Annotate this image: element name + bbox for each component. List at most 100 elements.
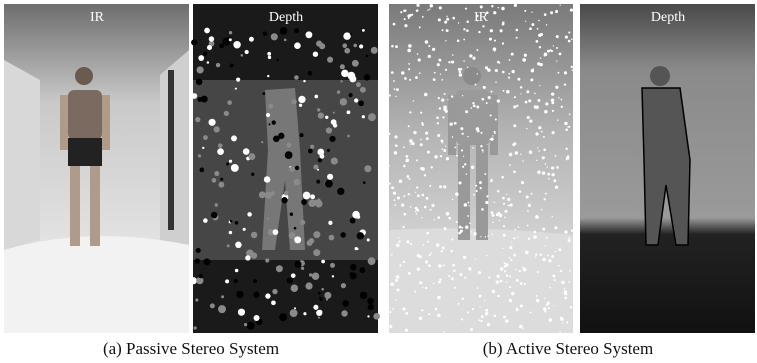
speckle [497, 295, 499, 297]
speckle [549, 318, 553, 322]
speckle [519, 270, 521, 272]
speckle [221, 295, 224, 298]
speckle [195, 298, 198, 301]
speckle [481, 208, 484, 211]
speckle [487, 68, 491, 72]
speckle [455, 193, 459, 197]
speckle [391, 45, 394, 48]
speckle [320, 154, 325, 159]
speckle [364, 74, 370, 80]
speckle [469, 222, 471, 224]
speckle [430, 209, 432, 211]
speckle [220, 178, 223, 181]
speckle [535, 256, 536, 257]
speckle [197, 66, 204, 73]
speckle [265, 192, 272, 199]
speckle [303, 192, 311, 200]
speckle [391, 254, 393, 256]
speckle [229, 38, 232, 41]
speckle [419, 255, 422, 258]
speckle [417, 194, 420, 197]
speckle [341, 70, 348, 77]
speckle [360, 87, 366, 93]
speckle [420, 167, 423, 170]
speckle [424, 206, 427, 209]
speckle [463, 156, 464, 157]
speckle [439, 278, 441, 280]
speckle [307, 240, 313, 246]
speckle [405, 155, 408, 158]
passive-depth-image [190, 4, 380, 333]
speckle [566, 321, 568, 323]
speckle [553, 179, 556, 182]
speckle [281, 197, 287, 203]
speckle [432, 48, 435, 51]
speckle [467, 67, 468, 68]
speckle [567, 126, 568, 127]
speckle [496, 280, 500, 284]
speckle [362, 115, 365, 118]
speckle [448, 61, 450, 63]
speckle [218, 182, 224, 188]
speckle [467, 215, 469, 217]
speckle [466, 173, 468, 175]
speckle [466, 29, 469, 32]
speckle [399, 180, 402, 183]
image-label: Depth [651, 10, 685, 25]
speckle [458, 68, 461, 71]
speckle [555, 86, 558, 89]
speckle [531, 12, 532, 13]
speckle [482, 25, 484, 27]
speckle [492, 135, 493, 136]
speckle [341, 310, 347, 316]
speckle [559, 332, 561, 334]
speckle [490, 29, 493, 32]
speckle [472, 57, 475, 60]
speckle [429, 185, 431, 187]
speckle [425, 40, 429, 44]
speckle [536, 299, 539, 302]
speckle [279, 313, 287, 321]
speckle [533, 231, 536, 234]
speckle [553, 45, 554, 46]
speckle [294, 227, 297, 230]
speckle [490, 115, 492, 117]
speckle [401, 71, 404, 74]
speckle [525, 101, 528, 104]
speckle [472, 147, 474, 149]
speckle [492, 222, 494, 224]
speckle [416, 159, 418, 161]
speckle [485, 236, 486, 237]
caption: (b) Active Stereo System [483, 339, 653, 358]
speckle [295, 166, 299, 170]
speckle [420, 112, 422, 114]
speckle [524, 10, 526, 12]
speckle [367, 298, 374, 305]
speckle [454, 122, 457, 125]
speckle [272, 289, 277, 294]
speckle [515, 151, 518, 154]
speckle [251, 173, 254, 176]
speckle [459, 73, 462, 76]
speckle [552, 216, 553, 217]
speckle [209, 119, 216, 126]
speckle [294, 179, 301, 186]
speckle [327, 57, 333, 63]
speckle [476, 190, 478, 192]
speckle [347, 135, 350, 138]
speckle [196, 248, 201, 253]
speckle [430, 4, 434, 8]
speckle [294, 261, 301, 268]
speckle [551, 166, 554, 169]
speckle [491, 211, 494, 214]
speckle [415, 76, 418, 79]
speckle [479, 295, 482, 298]
speckle [267, 75, 269, 77]
speckle [467, 20, 469, 22]
speckle [326, 127, 332, 133]
speckle [567, 155, 569, 157]
speckle [229, 160, 232, 163]
speckle [538, 99, 541, 102]
speckle [485, 201, 488, 204]
speckle [465, 225, 468, 228]
